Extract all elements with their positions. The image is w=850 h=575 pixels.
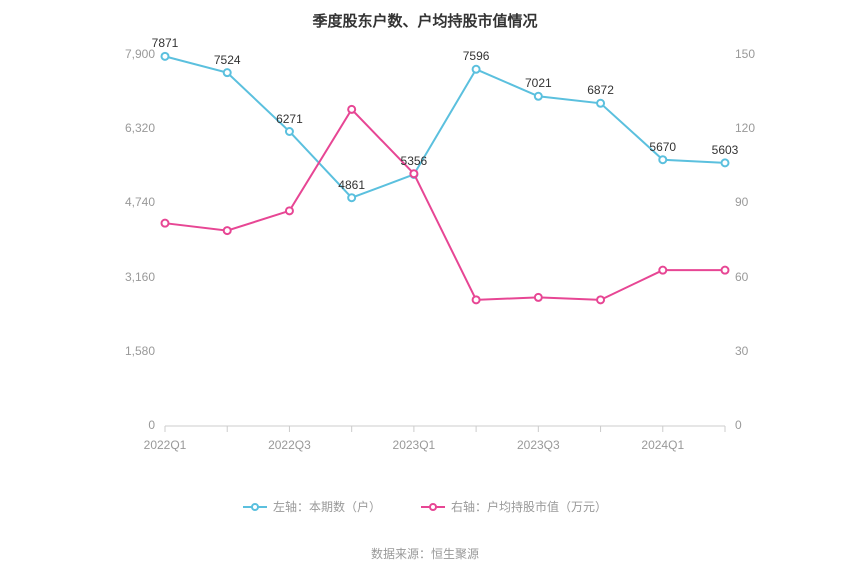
data-source: 数据来源：恒生聚源: [0, 545, 850, 562]
source-label: 数据来源：: [371, 547, 431, 561]
y-left-tick: 1,580: [95, 344, 155, 358]
data-label: 6872: [587, 83, 614, 97]
legend-marker: [421, 501, 445, 513]
data-label: 7524: [214, 53, 241, 67]
data-label: 7871: [152, 36, 179, 50]
y-left-tick: 4,740: [95, 195, 155, 209]
source-value: 恒生聚源: [431, 547, 479, 561]
y-right-tick: 60: [735, 270, 748, 284]
x-tick: 2023Q1: [393, 438, 436, 452]
y-left-tick: 0: [95, 418, 155, 432]
data-label: 6271: [276, 112, 303, 126]
y-right-tick: 0: [735, 418, 742, 432]
legend-label: 右轴：户均持股市值（万元）: [451, 498, 607, 515]
x-tick: 2023Q3: [517, 438, 560, 452]
data-label: 5670: [649, 140, 676, 154]
y-left-tick: 3,160: [95, 270, 155, 284]
legend-item: 右轴：户均持股市值（万元）: [421, 498, 607, 515]
y-right-tick: 90: [735, 195, 748, 209]
chart-plot: 01,5803,1604,7406,3207,90003060901201502…: [165, 55, 725, 426]
data-label: 4861: [338, 178, 365, 192]
legend-item: 左轴：本期数（户）: [243, 498, 381, 515]
x-tick: 2022Q3: [268, 438, 311, 452]
y-left-tick: 7,900: [95, 47, 155, 61]
data-label: 7596: [463, 49, 490, 63]
x-tick: 2022Q1: [144, 438, 187, 452]
chart-title: 季度股东户数、户均持股市值情况: [0, 0, 850, 31]
y-right-tick: 30: [735, 344, 748, 358]
data-label: 5603: [712, 143, 739, 157]
data-label: 5356: [401, 154, 428, 168]
y-right-tick: 150: [735, 47, 755, 61]
legend-marker: [243, 501, 267, 513]
y-left-tick: 6,320: [95, 121, 155, 135]
data-label: 7021: [525, 76, 552, 90]
legend-label: 左轴：本期数（户）: [273, 498, 381, 515]
x-tick: 2024Q1: [641, 438, 684, 452]
y-right-tick: 120: [735, 121, 755, 135]
legend: 左轴：本期数（户） 右轴：户均持股市值（万元）: [0, 498, 850, 515]
